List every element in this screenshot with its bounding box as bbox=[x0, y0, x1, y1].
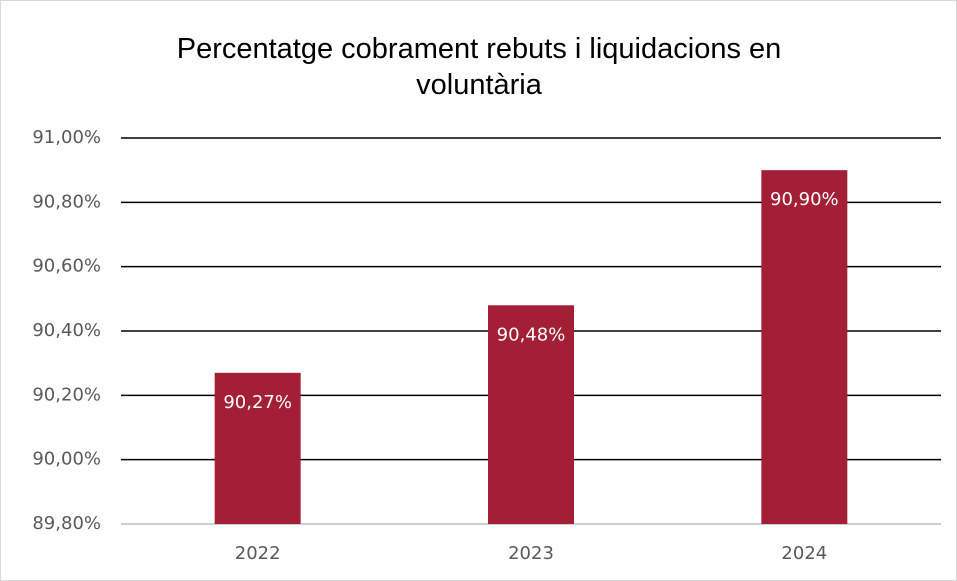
x-tick-label: 2023 bbox=[508, 543, 554, 564]
y-tick-label: 90,00% bbox=[32, 449, 101, 470]
data-label: 90,90% bbox=[770, 189, 839, 210]
chart-title: Percentatge cobrament rebuts i liquidaci… bbox=[176, 33, 782, 101]
x-tick-label: 2024 bbox=[781, 543, 827, 564]
data-label: 90,27% bbox=[223, 392, 292, 413]
y-tick-label: 90,20% bbox=[32, 384, 101, 405]
bar bbox=[761, 170, 848, 524]
data-label: 90,48% bbox=[497, 324, 566, 345]
y-tick-label: 91,00% bbox=[32, 127, 101, 148]
bar bbox=[214, 372, 301, 524]
bar bbox=[488, 305, 574, 524]
y-tick-label: 90,80% bbox=[32, 191, 101, 212]
y-tick-label: 90,60% bbox=[32, 256, 101, 277]
y-tick-label: 90,40% bbox=[32, 320, 101, 341]
x-tick-label: 2022 bbox=[235, 543, 281, 564]
y-tick-label: 89,80% bbox=[32, 513, 101, 534]
